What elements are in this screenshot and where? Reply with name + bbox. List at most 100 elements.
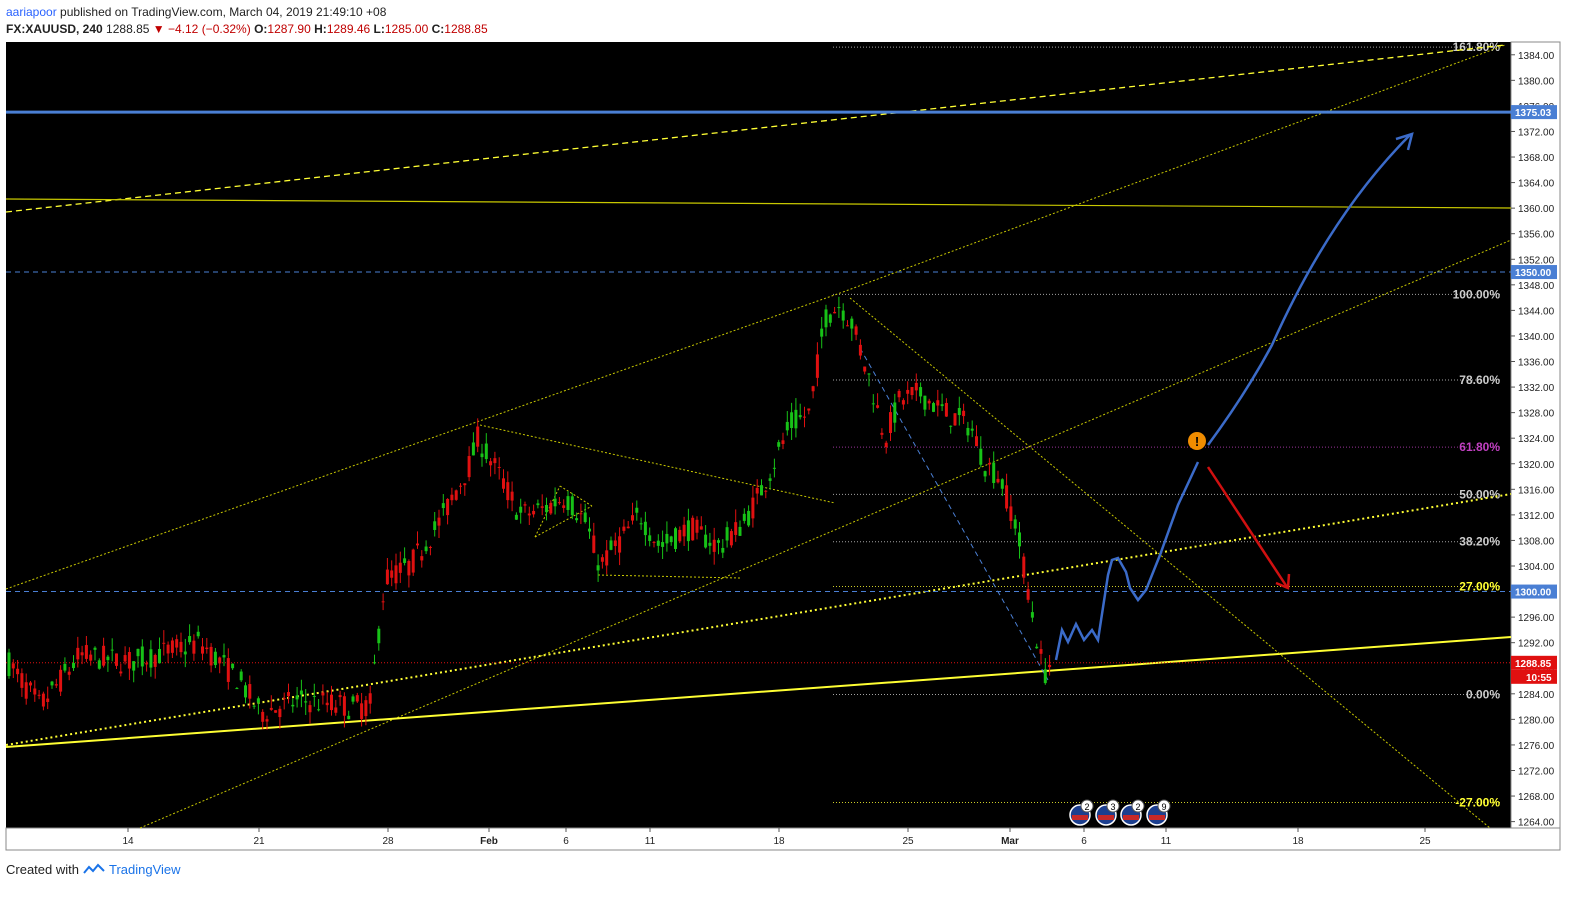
candle-body <box>901 400 905 405</box>
candle-body <box>222 655 226 658</box>
candle-body <box>536 503 540 506</box>
author-link[interactable]: aariapoor <box>6 5 57 19</box>
candle-body <box>975 436 978 447</box>
candle-body <box>398 562 402 573</box>
candle-body <box>622 526 626 531</box>
candle-body <box>738 526 742 536</box>
candle-body <box>1018 532 1021 547</box>
projection-path-blue-upper <box>1206 134 1411 446</box>
publish-text: published on TradingView.com, March 04, … <box>60 5 387 19</box>
candle-body <box>497 466 501 468</box>
arrowhead-blue-icon <box>1395 132 1414 151</box>
countdown-tag <box>1511 669 1557 684</box>
event-count-badge <box>1157 799 1171 813</box>
candle-body <box>1035 646 1039 649</box>
candle-body <box>274 710 278 713</box>
candle-body <box>760 485 763 496</box>
candle-body <box>347 715 351 720</box>
candle-body <box>390 570 394 578</box>
candle-body <box>897 390 901 398</box>
candle-body <box>867 373 871 375</box>
candle-body <box>592 535 596 553</box>
y-tick-label: 1332.00 <box>1518 383 1555 394</box>
candle-body <box>304 701 308 703</box>
candle-body <box>906 389 910 394</box>
flag-stripe <box>1123 815 1139 820</box>
candle-body <box>785 421 789 431</box>
candle-body <box>545 504 548 513</box>
tradingview-brand[interactable]: TradingView <box>108 862 181 877</box>
x-tick-label: Feb <box>480 836 498 847</box>
fib-level-label: 61.80% <box>1459 440 1500 454</box>
channel-upper-line-2 <box>842 44 1506 293</box>
candle-body <box>381 601 385 603</box>
tradingview-logo-icon <box>83 863 105 874</box>
candle-body <box>944 402 948 417</box>
price-tag-label: 1288.85 <box>1515 659 1552 670</box>
horizontal-resistance-line <box>5 198 1512 209</box>
candle-body <box>712 539 716 552</box>
countdown-label: 10:55 <box>1526 673 1552 684</box>
price-tag <box>1511 265 1557 280</box>
candle-body <box>1005 485 1009 509</box>
candle-body <box>557 502 561 504</box>
low-label: L: <box>373 22 385 36</box>
y-tick-label: 1348.00 <box>1518 281 1555 292</box>
candle-body <box>76 647 80 660</box>
candle-body <box>605 550 609 566</box>
price-tag-label: 1375.03 <box>1515 108 1552 119</box>
candle-body <box>317 709 321 711</box>
price-tag-label: 1350.00 <box>1515 268 1552 279</box>
candle-body <box>876 405 880 408</box>
candle-body <box>910 387 914 396</box>
event-count-label: 2 <box>1084 802 1089 812</box>
candle-body <box>953 413 957 426</box>
candle-body <box>493 458 497 464</box>
candle-body <box>729 531 733 546</box>
y-tick-label: 1384.00 <box>1518 51 1555 62</box>
alert-icon <box>1188 432 1206 450</box>
candle-body <box>420 556 424 561</box>
candle-body <box>949 425 953 427</box>
candle-body <box>987 463 991 465</box>
candle-body <box>411 549 415 573</box>
candle-body <box>699 526 703 530</box>
candle-body <box>46 698 50 702</box>
flag-stripe <box>1149 815 1165 820</box>
candle-body <box>755 487 759 494</box>
candle-body <box>1026 589 1030 600</box>
candle-body <box>708 542 712 546</box>
x-tick-label: 25 <box>902 836 914 847</box>
candle-body <box>145 663 149 665</box>
candle-body <box>884 442 888 448</box>
candle-body <box>794 409 798 429</box>
candle-body <box>798 415 802 418</box>
channel-lower-line <box>139 239 1512 829</box>
candle-body <box>583 512 587 523</box>
y-tick-label: 1284.00 <box>1518 690 1555 701</box>
candle-body <box>661 542 665 547</box>
candle-body <box>996 478 1000 483</box>
candle-body <box>704 534 708 548</box>
candle-body <box>170 640 174 653</box>
candle-body <box>854 326 858 335</box>
candle-body <box>235 688 239 690</box>
candle-body <box>377 628 381 644</box>
candle-body <box>188 636 192 643</box>
candle-body <box>325 702 329 706</box>
event-count-badge <box>1106 799 1120 813</box>
x-tick-label: 11 <box>1161 836 1172 847</box>
candle-body <box>209 646 213 666</box>
candle-body <box>1048 664 1052 668</box>
candle-body <box>846 325 849 327</box>
candle-body <box>441 503 445 509</box>
y-tick-label: 1292.00 <box>1518 639 1555 650</box>
candle-body <box>648 535 652 541</box>
open-value: 1287.90 <box>267 22 311 36</box>
publish-info: aariapoor published on TradingView.com, … <box>6 4 386 20</box>
y-tick-label: 1356.00 <box>1518 230 1555 241</box>
y-tick-label: 1344.00 <box>1518 306 1555 317</box>
candle-body <box>811 386 815 392</box>
candle-body <box>549 502 553 514</box>
